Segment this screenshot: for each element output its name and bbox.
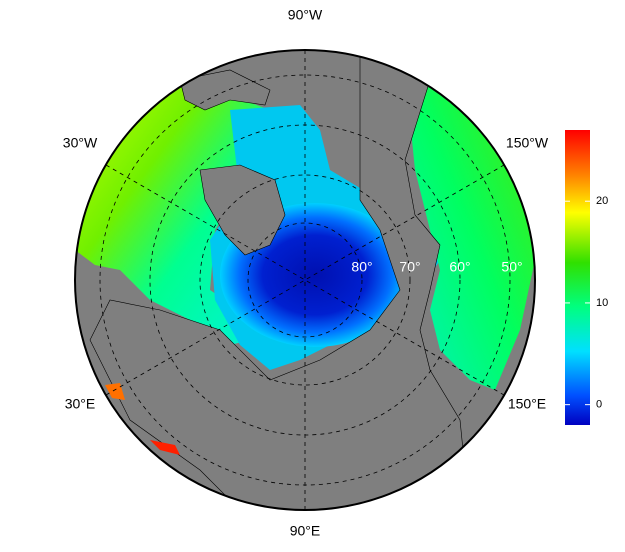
lon-label: 150°E [508, 396, 546, 412]
lon-label: 90°W [288, 7, 323, 23]
warm-sea [150, 440, 180, 455]
lat-label: 80° [351, 259, 372, 275]
map-disc [75, 50, 535, 510]
greenland [199, 164, 286, 256]
lat-label: 60° [449, 259, 470, 275]
graticule [99, 50, 511, 510]
lon-label: 150°W [506, 135, 549, 151]
map-border [74, 49, 536, 511]
lon-label: 90°E [290, 523, 321, 539]
lon-label: 30°E [65, 396, 96, 412]
land [179, 69, 271, 111]
warm-sea [105, 383, 125, 400]
lat-label: 50° [501, 259, 522, 275]
colorbar-scale [565, 130, 590, 425]
colorbar-tick-label: 0 [596, 399, 602, 411]
colorbar-tick-label: 10 [596, 297, 608, 309]
colorbar-tick-label: 20 [596, 195, 608, 207]
lon-label: 30°W [63, 135, 98, 151]
atlantic-ocean [75, 80, 270, 350]
lat-label: 70° [399, 259, 420, 275]
colorbar: 0 10 20 [565, 130, 608, 425]
